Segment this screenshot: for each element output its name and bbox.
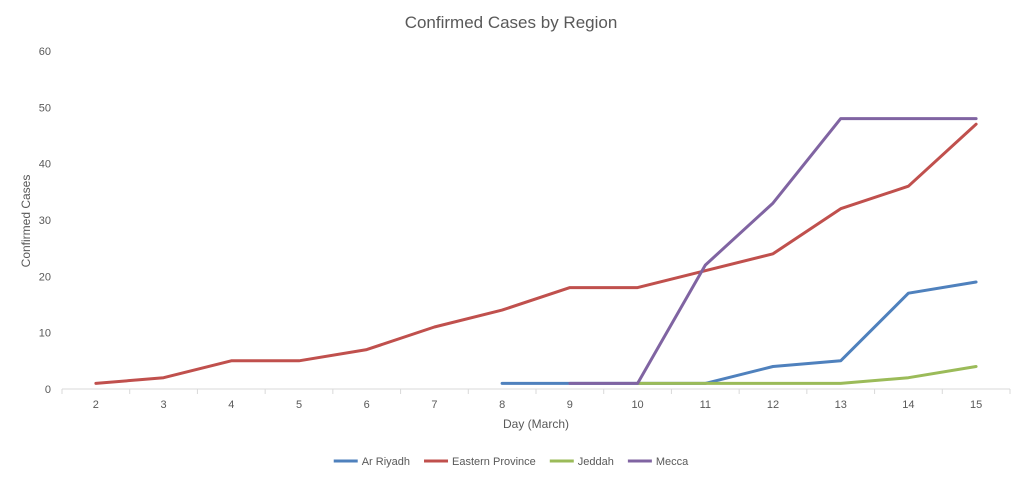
legend-item: Eastern Province <box>424 456 536 468</box>
legend-item: Ar Riyadh <box>333 456 410 468</box>
x-tick-label: 11 <box>700 399 711 411</box>
series-line-eastern-province <box>94 122 978 385</box>
x-axis-label: Day (March) <box>503 417 569 431</box>
chart-title: Confirmed Cases by Region <box>405 13 618 32</box>
x-tick-label: 2 <box>93 399 99 411</box>
series-lines <box>94 117 978 385</box>
legend-item: Jeddah <box>549 456 614 468</box>
legend-label: Jeddah <box>578 456 614 468</box>
series-line-jeddah <box>636 365 978 385</box>
x-tick-label: 15 <box>970 399 982 411</box>
y-tick-label: 0 <box>45 384 51 396</box>
legend: Ar Riyadh Eastern Province Jeddah Mecca <box>333 456 689 468</box>
y-tick-label: 20 <box>39 271 51 283</box>
x-tick-label: 3 <box>161 399 167 411</box>
x-tick-label: 9 <box>567 399 573 411</box>
y-tick-label: 30 <box>39 215 51 227</box>
legend-label: Eastern Province <box>452 456 536 468</box>
x-axis: 2 3 4 5 6 7 8 9 10 11 12 13 14 15 <box>61 388 1011 411</box>
y-tick-labels: 0 10 20 30 40 50 60 <box>39 46 51 396</box>
x-tick-label: 13 <box>835 399 847 411</box>
x-tick-label: 4 <box>228 399 234 411</box>
x-tick-label: 5 <box>296 399 302 411</box>
x-tick-label: 14 <box>902 399 914 411</box>
x-tick-label: 7 <box>431 399 437 411</box>
y-tick-label: 50 <box>39 102 51 114</box>
series-line-ar-riyadh <box>500 280 978 385</box>
legend-label: Ar Riyadh <box>362 456 410 468</box>
y-tick-label: 40 <box>39 159 51 171</box>
y-tick-label: 60 <box>39 46 51 58</box>
x-tick-label: 12 <box>767 399 779 411</box>
legend-label: Mecca <box>656 456 689 468</box>
series-line-mecca <box>568 117 978 385</box>
legend-item: Mecca <box>627 456 689 468</box>
x-tick-label: 10 <box>631 399 643 411</box>
y-tick-label: 10 <box>39 328 51 340</box>
y-axis-label: Confirmed Cases <box>19 175 33 268</box>
x-tick-label: 8 <box>499 399 505 411</box>
x-tick-label: 6 <box>364 399 370 411</box>
